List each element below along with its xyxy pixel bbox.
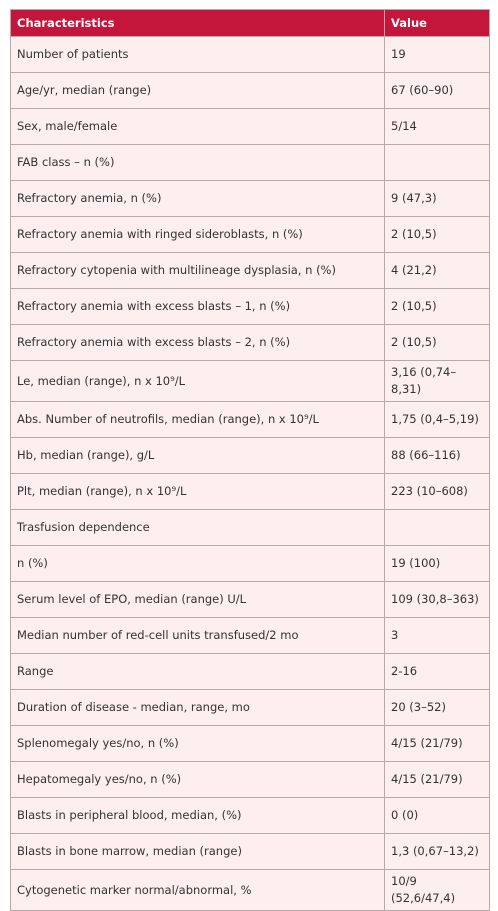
- label-cell: Refractory anemia with excess blasts – 2…: [10, 324, 385, 361]
- table-row: Hepatomegaly yes/no, n (%) 4/15 (21/79): [10, 761, 490, 798]
- label-cell: Cytogenetic marker normal/abnormal, %: [10, 869, 385, 911]
- label-cell: Blasts in bone marrow, median (range): [10, 833, 385, 870]
- value-cell: 223 (10–608): [384, 473, 490, 510]
- table-row: Trasfusion dependence: [10, 509, 490, 546]
- value-cell: 2-16: [384, 653, 490, 690]
- table-row: Refractory anemia with excess blasts – 2…: [10, 324, 490, 361]
- label-cell: Blasts in peripheral blood, median, (%): [10, 797, 385, 834]
- table-row: Median number of red-cell units transfus…: [10, 617, 490, 654]
- value-cell: 109 (30,8–363): [384, 581, 490, 618]
- value-cell: 1,75 (0,4–5,19): [384, 401, 490, 438]
- value-cell: 2 (10,5): [384, 324, 490, 361]
- label-cell: Trasfusion dependence: [10, 509, 385, 546]
- value-cell: 4 (21,2): [384, 252, 490, 289]
- header-cell: Characteristics: [10, 9, 385, 37]
- value-cell: 3,16 (0,74–8,31): [384, 360, 490, 402]
- label-cell: Serum level of EPO, median (range) U/L: [10, 581, 385, 618]
- label-cell: Hepatomegaly yes/no, n (%): [10, 761, 385, 798]
- table-row: n (%) 19 (100): [10, 545, 490, 582]
- table-row: Blasts in peripheral blood, median, (%) 0…: [10, 797, 490, 834]
- table-row: Age/yr, median (range) 67 (60–90): [10, 72, 490, 109]
- value-cell: 67 (60–90): [384, 72, 490, 109]
- label-cell: n (%): [10, 545, 385, 582]
- value-cell: [384, 144, 490, 181]
- value-cell: 19: [384, 36, 490, 73]
- value-cell: 4/15 (21/79): [384, 725, 490, 762]
- label-cell: Plt, median (range), n x 10⁹/L: [10, 473, 385, 510]
- label-cell: Refractory anemia, n (%): [10, 180, 385, 217]
- table-row: Duration of disease - median, range, mo 2…: [10, 689, 490, 726]
- value-cell: 5/14: [384, 108, 490, 145]
- value-cell: 1,3 (0,67–13,2): [384, 833, 490, 870]
- label-cell: Sex, male/female: [10, 108, 385, 145]
- table-row: Hb, median (range), g/L 88 (66–116): [10, 437, 490, 474]
- value-cell: 2 (10,5): [384, 216, 490, 253]
- table-row: FAB class – n (%): [10, 144, 490, 181]
- table-row: Plt, median (range), n x 10⁹/L 223 (10–60…: [10, 473, 490, 510]
- value-cell: 20 (3–52): [384, 689, 490, 726]
- label-cell: FAB class – n (%): [10, 144, 385, 181]
- label-cell: Duration of disease - median, range, mo: [10, 689, 385, 726]
- table-row: Refractory anemia with excess blasts – 1…: [10, 288, 490, 325]
- value-cell: 10/9 (52,6/47,4): [384, 869, 490, 911]
- table-row: Refractory cytopenia with multilineage d…: [10, 252, 490, 289]
- table-row: Refractory anemia, n (%) 9 (47,3): [10, 180, 490, 217]
- label-cell: Number of patients: [10, 36, 385, 73]
- characteristics-table: Characteristics Value Number of patients…: [10, 9, 490, 911]
- page: Characteristics Value Number of patients…: [10, 9, 490, 911]
- label-cell: Range: [10, 653, 385, 690]
- value-cell: 3: [384, 617, 490, 654]
- header-cell: Value: [384, 9, 490, 37]
- value-cell: 4/15 (21/79): [384, 761, 490, 798]
- label-cell: Median number of red-cell units transfus…: [10, 617, 385, 654]
- table-body: Number of patients 19 Age/yr, median (rang…: [10, 36, 490, 911]
- table-row: Splenomegaly yes/no, n (%) 4/15 (21/79): [10, 725, 490, 762]
- label-cell: Abs. Number of neutrofils, median (range…: [10, 401, 385, 438]
- table-row: Refractory anemia with ringed sideroblas…: [10, 216, 490, 253]
- table-row: Number of patients 19: [10, 36, 490, 73]
- value-cell: 0 (0): [384, 797, 490, 834]
- table-row: Blasts in bone marrow, median (range) 1,3…: [10, 833, 490, 870]
- value-cell: 88 (66–116): [384, 437, 490, 474]
- label-cell: Le, median (range), n x 10⁹/L: [10, 360, 385, 402]
- header-row: Characteristics Value: [10, 9, 490, 37]
- value-cell: 19 (100): [384, 545, 490, 582]
- table-row: Abs. Number of neutrofils, median (range…: [10, 401, 490, 438]
- value-cell: 9 (47,3): [384, 180, 490, 217]
- label-cell: Refractory cytopenia with multilineage d…: [10, 252, 385, 289]
- label-cell: Refractory anemia with excess blasts – 1…: [10, 288, 385, 325]
- table-row: Le, median (range), n x 10⁹/L 3,16 (0,74–…: [10, 360, 490, 402]
- table-row: Sex, male/female 5/14: [10, 108, 490, 145]
- table-row: Serum level of EPO, median (range) U/L 10…: [10, 581, 490, 618]
- label-cell: Refractory anemia with ringed sideroblas…: [10, 216, 385, 253]
- label-cell: Age/yr, median (range): [10, 72, 385, 109]
- table-row: Range 2-16: [10, 653, 490, 690]
- label-cell: Splenomegaly yes/no, n (%): [10, 725, 385, 762]
- value-cell: [384, 509, 490, 546]
- value-cell: 2 (10,5): [384, 288, 490, 325]
- table-row: Cytogenetic marker normal/abnormal, % 10/…: [10, 869, 490, 911]
- label-cell: Hb, median (range), g/L: [10, 437, 385, 474]
